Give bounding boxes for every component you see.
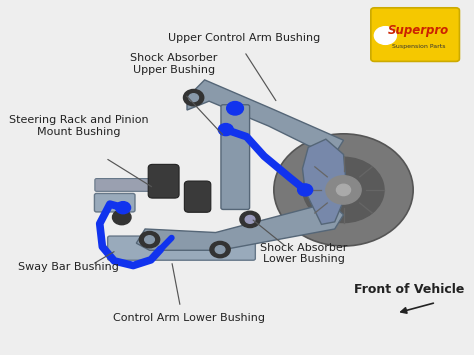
Text: Sway Bar Bushing: Sway Bar Bushing	[18, 262, 118, 272]
Circle shape	[337, 184, 351, 196]
FancyBboxPatch shape	[95, 179, 158, 191]
Circle shape	[303, 157, 384, 223]
Polygon shape	[302, 139, 347, 224]
FancyBboxPatch shape	[221, 105, 250, 209]
Circle shape	[145, 236, 155, 244]
Text: Control Arm Lower Bushing: Control Arm Lower Bushing	[113, 313, 265, 323]
Circle shape	[326, 176, 361, 204]
Text: Shock Absorber
Upper Bushing: Shock Absorber Upper Bushing	[130, 53, 218, 75]
Circle shape	[227, 102, 244, 115]
Circle shape	[116, 202, 130, 214]
Circle shape	[183, 89, 204, 106]
Circle shape	[219, 124, 233, 136]
Text: Steering Rack and Pinion
Mount Bushing: Steering Rack and Pinion Mount Bushing	[9, 115, 149, 137]
Circle shape	[139, 231, 160, 248]
Circle shape	[240, 211, 260, 228]
Circle shape	[374, 27, 396, 44]
Circle shape	[245, 215, 255, 223]
FancyBboxPatch shape	[24, 0, 465, 355]
Circle shape	[189, 94, 199, 102]
Text: Superpro: Superpro	[388, 24, 449, 37]
FancyBboxPatch shape	[184, 181, 211, 212]
FancyBboxPatch shape	[108, 236, 255, 260]
Text: Front of Vehicle: Front of Vehicle	[355, 283, 465, 296]
Text: Shock Absorber
Lower Bushing: Shock Absorber Lower Bushing	[260, 243, 347, 264]
FancyBboxPatch shape	[94, 193, 135, 212]
Circle shape	[298, 184, 313, 196]
Circle shape	[210, 241, 230, 258]
Polygon shape	[137, 202, 344, 250]
FancyBboxPatch shape	[371, 8, 459, 61]
Text: Suspension Parts: Suspension Parts	[392, 44, 445, 49]
Circle shape	[274, 134, 413, 246]
Circle shape	[112, 210, 131, 225]
Text: Upper Control Arm Bushing: Upper Control Arm Bushing	[168, 33, 320, 43]
FancyBboxPatch shape	[148, 164, 179, 198]
Polygon shape	[187, 80, 344, 154]
Circle shape	[215, 246, 225, 253]
